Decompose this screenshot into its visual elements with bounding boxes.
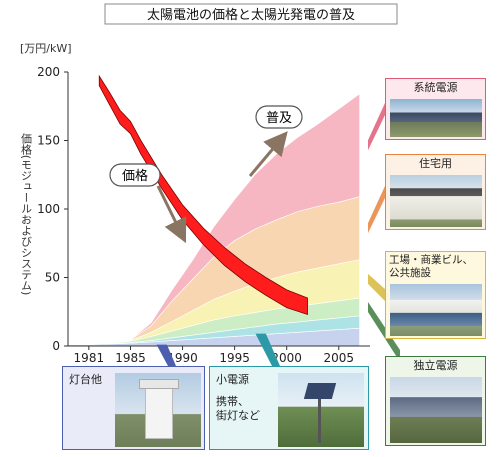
residential-photo [390,175,482,227]
callout-connector [368,273,385,301]
x-tick-label: 1981 [74,351,105,365]
x-tick-label: 2000 [271,351,302,365]
price-arrow [156,185,187,244]
standalone-callout-title: 独立電源 [413,359,458,372]
x-tick-label: 1995 [219,351,250,365]
y-tick-label: 0 [52,339,60,353]
x-tick-label: 1990 [167,351,198,365]
callout-connector [368,186,385,234]
chart-title-box [104,3,398,25]
callout-connector [156,344,176,366]
small-power-callout-body: 携帯、 街灯など [216,395,260,422]
price-label: 価格 [122,168,148,184]
small-power-photo [278,373,364,447]
lighthouse-callout: 灯台他 [62,366,205,450]
x-tick-label: 1985 [115,351,146,365]
small-power-callout-title: 小電源 [216,373,249,386]
price-label-bubble: 価格 [109,163,161,187]
callout-connector [255,333,280,366]
grid-callout-title: 系統電源 [413,81,458,94]
callout-connector [368,301,400,362]
y-tick-label: 200 [37,65,60,79]
grid-photo [390,99,482,137]
price-band [98,74,308,316]
residential-callout: 住宅用 [385,154,486,230]
y-tick-label: 100 [37,202,60,216]
commercial-photo [390,284,482,336]
residential-callout-title: 住宅用 [419,157,452,170]
spread-label-bubble: 普及 [255,105,303,129]
y-tick-label: 50 [45,271,60,285]
x-tick-label: 2005 [323,351,354,365]
standalone-callout: 独立電源 [385,356,486,446]
y-unit: [万円/kW] [20,42,72,55]
y-axis-label: 価格(モジュールおよびシステム) [20,132,33,295]
grid-callout: 系統電源 [385,78,486,140]
callout-connectors [156,103,400,366]
commercial-callout: 工場・商業ビル、 公共施設 [385,251,486,339]
commercial-callout-title: 工場・商業ビル、 公共施設 [389,254,473,279]
small-power-callout: 小電源 携帯、 街灯など [209,366,369,450]
spread-label: 普及 [266,111,292,126]
lighthouse-photo [115,373,201,447]
y-tick-label: 150 [37,134,60,148]
chart-title: 太陽電池の価格と太陽光発電の普及 [147,7,355,23]
spread-arrow [248,131,288,177]
standalone-photo [390,377,482,443]
lighthouse-callout-title: 灯台他 [69,373,102,386]
callout-connector [368,103,385,151]
